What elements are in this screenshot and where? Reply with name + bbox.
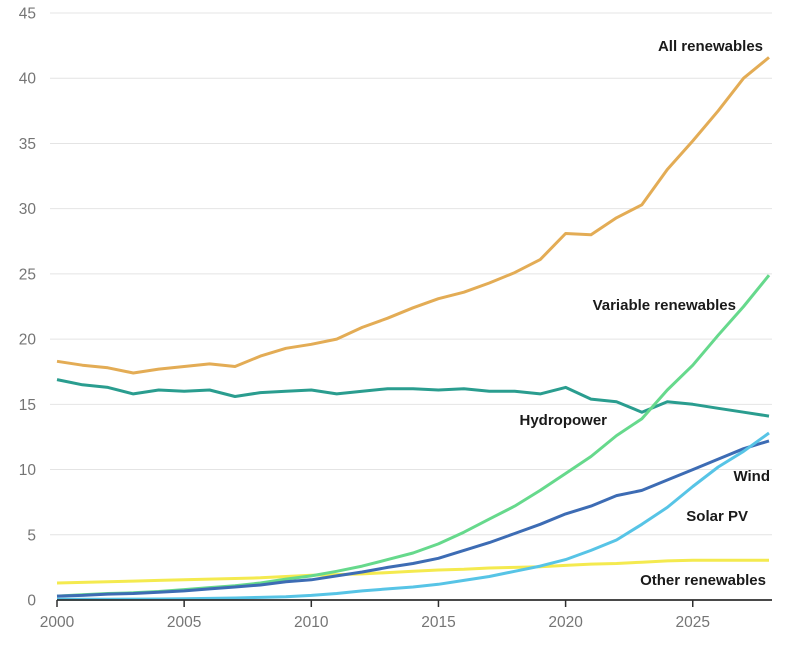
y-tick-label-20: 20 [19, 332, 37, 349]
series-label-other-renewables: Other renewables [640, 572, 766, 589]
y-axis-labels: 0 5 10 15 20 25 30 35 40 45 [19, 6, 37, 610]
y-tick-label-0: 0 [27, 593, 36, 610]
series-label-variable-renewables: Variable renewables [593, 297, 736, 314]
x-tick-label-2020: 2020 [548, 614, 583, 631]
series-line-other-renewables [56, 558, 769, 585]
y-tick-label-30: 30 [19, 201, 37, 218]
x-tick-label-2015: 2015 [421, 614, 455, 631]
y-tick-label-35: 35 [19, 136, 36, 153]
series-line-solar-pv [57, 431, 770, 601]
x-tick-label-2010: 2010 [294, 614, 329, 631]
series-labels: All renewables Variable renewables Hydropo… [519, 38, 770, 589]
x-tick-label-2005: 2005 [167, 614, 201, 631]
x-axis-labels: 2000 2005 2010 2015 2020 2025 [40, 614, 710, 631]
series-line-all-renewables [56, 56, 770, 375]
series-label-all-renewables: All renewables [658, 38, 763, 55]
series-lines [56, 56, 771, 601]
x-tick-label-2025: 2025 [676, 614, 710, 631]
x-axis [56, 599, 772, 607]
y-tick-label-5: 5 [27, 527, 36, 544]
series-line-variable-renewables [56, 274, 771, 598]
y-tick-label-45: 45 [19, 6, 36, 23]
x-tick-label-2000: 2000 [40, 614, 75, 631]
series-line-wind [56, 439, 770, 598]
y-tick-label-25: 25 [19, 266, 36, 283]
y-tick-label-15: 15 [19, 397, 36, 414]
y-tick-label-40: 40 [19, 71, 37, 88]
y-tick-label-10: 10 [19, 462, 37, 479]
series-label-wind: Wind [733, 468, 770, 485]
gridlines [50, 12, 772, 536]
series-label-solar-pv: Solar PV [686, 508, 748, 525]
series-label-hydropower: Hydropower [519, 412, 607, 429]
